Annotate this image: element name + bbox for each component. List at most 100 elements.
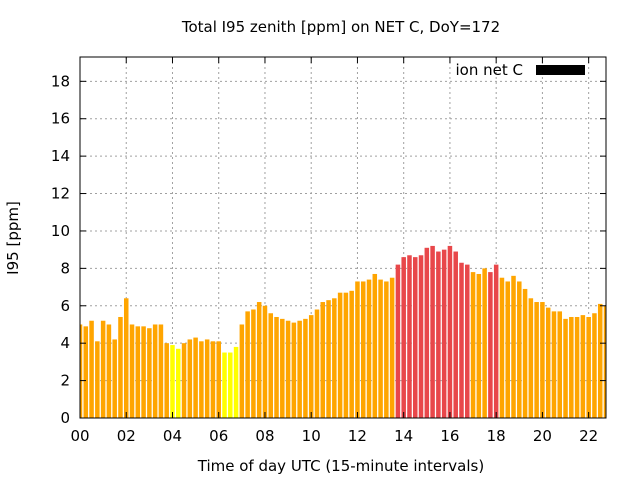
- y-tick-label: 6: [60, 297, 70, 315]
- bar: [401, 257, 406, 418]
- bar: [256, 302, 262, 418]
- bar: [517, 281, 522, 418]
- bar: [574, 316, 580, 418]
- bar: [407, 255, 412, 418]
- bar: [280, 318, 285, 418]
- bar: [199, 341, 204, 418]
- bar: [228, 352, 233, 418]
- bar: [505, 281, 510, 418]
- bar: [89, 320, 94, 418]
- bar: [447, 245, 453, 418]
- bar: [239, 324, 245, 418]
- bar: [164, 343, 169, 418]
- bar: [551, 311, 557, 418]
- plot-frame: [79, 56, 607, 419]
- bar: [430, 245, 435, 418]
- x-tick-label: 08: [255, 427, 274, 445]
- bar: [557, 311, 563, 418]
- y-tick-label: 2: [60, 372, 70, 390]
- bar: [285, 320, 291, 418]
- bar: [453, 251, 458, 418]
- bar: [210, 341, 216, 418]
- bar: [118, 316, 123, 418]
- y-tick-label: 0: [60, 409, 70, 427]
- y-tick-label: 8: [60, 259, 70, 277]
- bar: [251, 309, 256, 418]
- bar: [129, 324, 135, 418]
- bar: [204, 339, 210, 418]
- bar: [216, 341, 221, 418]
- bar: [95, 341, 100, 418]
- bar: [580, 315, 586, 418]
- x-tick-label: 00: [70, 427, 89, 445]
- bar: [274, 316, 279, 418]
- bar: [100, 320, 106, 418]
- bar: [83, 326, 89, 418]
- x-tick-label: 12: [348, 427, 367, 445]
- y-tick-label: 14: [51, 147, 70, 165]
- bar: [80, 324, 83, 418]
- bar: [343, 292, 349, 418]
- bar: [135, 326, 141, 418]
- bar: [349, 290, 354, 418]
- bar: [482, 268, 487, 418]
- bar: [106, 324, 112, 418]
- bar: [493, 264, 499, 418]
- bar: [245, 311, 250, 418]
- bar: [545, 307, 551, 418]
- x-tick-label: 22: [579, 427, 598, 445]
- bar: [413, 257, 418, 418]
- bar: [569, 316, 574, 418]
- bar: [158, 324, 164, 418]
- bar: [372, 273, 378, 418]
- x-tick-label: 04: [163, 427, 182, 445]
- bar: [511, 275, 516, 418]
- bar: [424, 247, 430, 418]
- bar: [193, 337, 198, 418]
- x-tick-label: 14: [394, 427, 413, 445]
- bar: [418, 255, 424, 418]
- x-tick-label: 10: [302, 427, 321, 445]
- y-tick-label: 4: [60, 334, 70, 352]
- bar: [170, 345, 175, 418]
- bar: [586, 316, 591, 418]
- y-tick-label: 18: [51, 72, 70, 90]
- bar: [181, 343, 187, 418]
- y-tick-label: 10: [51, 222, 70, 240]
- x-tick-label: 02: [117, 427, 136, 445]
- bar: [597, 303, 603, 418]
- bar: [297, 320, 302, 418]
- bar: [366, 279, 372, 418]
- bar: [187, 339, 193, 418]
- bars: [80, 245, 606, 418]
- bar: [303, 318, 308, 418]
- y-tick-label: 16: [51, 110, 70, 128]
- bar: [233, 346, 239, 418]
- legend-label: ion net C: [456, 61, 523, 79]
- bar: [152, 324, 158, 418]
- bar: [592, 313, 597, 418]
- bar: [459, 262, 464, 418]
- bar: [470, 272, 476, 418]
- bar: [123, 298, 129, 418]
- bar: [389, 277, 395, 418]
- bar: [534, 302, 539, 418]
- bar: [332, 298, 337, 418]
- bar: [176, 348, 181, 418]
- bar: [378, 279, 383, 418]
- bar: [112, 339, 117, 418]
- bar: [222, 352, 227, 418]
- x-tick-label: 06: [209, 427, 228, 445]
- bar: [360, 281, 366, 418]
- bar: [436, 251, 441, 418]
- bar: [395, 264, 401, 418]
- x-axis-label: Time of day UTC (15-minute intervals): [197, 457, 484, 475]
- x-tick-label: 16: [440, 427, 459, 445]
- y-tick-label: 12: [51, 185, 70, 203]
- bar: [141, 326, 146, 418]
- bar: [147, 328, 152, 418]
- legend: ion net C: [456, 61, 585, 79]
- bar: [326, 300, 331, 418]
- bar: [291, 322, 297, 418]
- x-tick-label: 18: [487, 427, 506, 445]
